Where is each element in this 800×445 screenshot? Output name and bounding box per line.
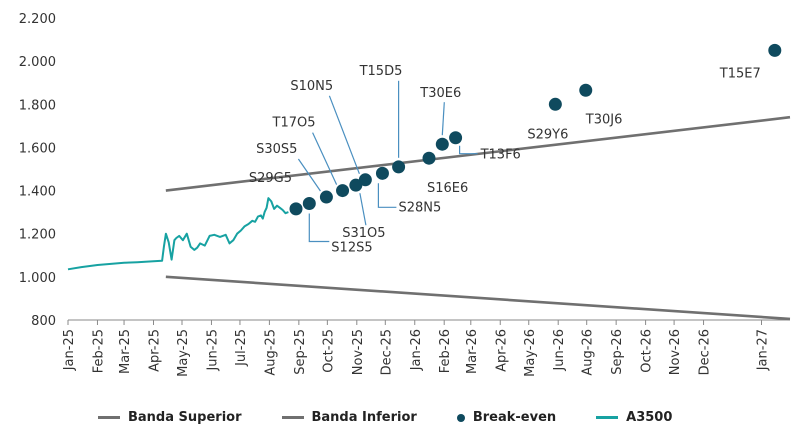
break-even-label: T30J6 — [585, 112, 623, 127]
leader-line — [328, 95, 360, 175]
break-even-label: T15E7 — [719, 66, 761, 81]
leader-line — [377, 183, 397, 208]
legend-label-break-even: Break-even — [472, 410, 557, 425]
legend-item-banda-inferior: Banda Inferior — [281, 410, 417, 425]
legend-item-a3500: A3500 — [596, 410, 672, 425]
x-tick-label: Dec-26 — [698, 329, 713, 375]
y-tick-label: 1.400 — [19, 185, 56, 200]
break-even-label: S31O5 — [342, 226, 385, 241]
y-tick-label: 2.200 — [19, 12, 56, 27]
x-tick-label: Jun-26 — [552, 329, 567, 372]
x-tick-label: Jul-25 — [234, 329, 249, 367]
x-tick-label: Jun-25 — [205, 329, 220, 372]
leader-line — [312, 132, 338, 185]
break-even-label: S29Y6 — [527, 127, 568, 142]
break-even-point — [579, 83, 593, 97]
y-axis: 800 1.000 1.200 1.400 1.600 1.800 2.000 2.200 — [19, 12, 56, 329]
break-even-label: S29G5 — [249, 171, 292, 186]
plot-area — [67, 43, 791, 321]
y-tick-label: 1.000 — [19, 271, 56, 286]
break-even-point — [422, 151, 436, 165]
y-tick-label: 800 — [31, 314, 56, 329]
x-tick-label: May-26 — [523, 329, 538, 377]
x-tick-label: Jan-27 — [756, 329, 771, 371]
leader-line — [441, 102, 445, 136]
x-tick-label: Nov-25 — [351, 329, 366, 375]
break-even-label: T17O5 — [272, 116, 316, 131]
break-even-point — [449, 131, 463, 145]
break-even-swatch — [456, 413, 465, 422]
legend-label-banda-inferior: Banda Inferior — [311, 410, 417, 425]
banda-inferior-line — [165, 275, 791, 321]
leader-line — [359, 193, 367, 226]
x-tick-label: Apr-25 — [148, 329, 163, 372]
break-even-point — [358, 173, 372, 187]
break-even-point — [336, 184, 350, 198]
leader-line — [459, 145, 478, 155]
x-tick-label: Aug-26 — [581, 329, 596, 376]
x-tick-label: Feb-26 — [438, 329, 453, 373]
leader-line — [308, 213, 330, 243]
x-tick-label: Jan-26 — [409, 329, 424, 371]
legend-label-banda-superior: Banda Superior — [128, 410, 242, 425]
x-axis: Jan-25 Feb-25 Mar-25 Apr-25 May-25 Jun-25 Jul-… — [62, 319, 790, 377]
x-tick-label: Jan-25 — [62, 329, 77, 371]
banda-superior-swatch — [98, 416, 120, 419]
y-tick-label: 1.600 — [19, 141, 56, 156]
banda-superior-line — [165, 115, 791, 192]
x-tick-label: Feb-25 — [91, 329, 106, 373]
y-tick-label: 1.200 — [19, 228, 56, 243]
break-even-label: S16E6 — [427, 181, 468, 196]
legend-item-break-even: Break-even — [456, 410, 557, 425]
x-tick-label: Oct-26 — [640, 329, 655, 373]
break-even-label: S10N5 — [290, 79, 333, 94]
x-tick-label: Mar-25 — [118, 329, 133, 374]
x-tick-label: Aug-25 — [263, 329, 278, 376]
x-tick-label: Mar-26 — [465, 329, 480, 374]
x-tick-label: Apr-26 — [494, 329, 509, 372]
break-even-label: T13F6 — [480, 148, 521, 163]
legend-label-a3500: A3500 — [626, 410, 673, 425]
y-tick-label: 1.800 — [19, 98, 56, 113]
x-tick-label: Dec-25 — [379, 329, 394, 375]
break-even-point — [435, 137, 449, 151]
break-even-point — [375, 166, 389, 180]
break-even-point — [768, 43, 782, 57]
leader-line — [297, 158, 321, 192]
x-tick-label: Nov-26 — [668, 329, 683, 375]
break-even-label: T30E6 — [419, 86, 461, 101]
x-tick-label: Oct-25 — [321, 329, 336, 373]
break-even-point — [349, 178, 363, 192]
break-even-label: S28N5 — [398, 200, 441, 215]
point-labels: S29G5 S12S5 S30S5 T17O5 S31O5 S10N5 S28N5 T15D5… — [249, 64, 761, 256]
break-even-point — [548, 97, 562, 111]
x-tick-label: Sep-26 — [610, 329, 625, 375]
break-even-point — [392, 160, 406, 174]
legend: Banda Superior Banda Inferior Break-even… — [98, 410, 712, 425]
break-even-point — [319, 190, 333, 204]
banda-inferior-swatch — [281, 416, 304, 419]
x-tick-label: Sep-25 — [293, 329, 308, 375]
break-even-label: S12S5 — [331, 241, 372, 256]
break-even-point — [302, 197, 316, 211]
break-even-label: S30S5 — [256, 142, 297, 157]
x-tick-label: May-25 — [176, 329, 191, 377]
y-tick-label: 2.000 — [19, 55, 56, 70]
break-even-point — [289, 202, 303, 216]
a3500-line — [67, 197, 289, 271]
a3500-swatch — [596, 416, 619, 419]
legend-item-banda-superior: Banda Superior — [98, 410, 242, 425]
break-even-label: T15D5 — [359, 64, 403, 79]
